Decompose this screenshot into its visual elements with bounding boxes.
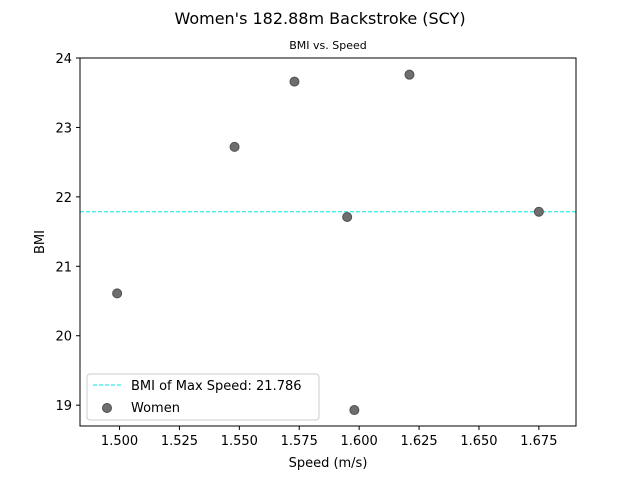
x-tick-label: 1.600 [341, 434, 378, 449]
data-point [533, 206, 544, 217]
y-axis-label: BMI [33, 230, 48, 254]
x-tick-label: 1.500 [101, 434, 138, 449]
y-tick-label: 20 [55, 330, 72, 345]
data-point [349, 405, 360, 416]
y-tick-label: 24 [55, 52, 72, 67]
data-point [229, 141, 240, 152]
x-tick-label: 1.575 [281, 434, 318, 449]
data-point [112, 288, 123, 299]
plot-frame [79, 57, 577, 427]
x-tick-label: 1.675 [520, 434, 557, 449]
x-axis-label: Speed (m/s) [289, 456, 368, 471]
plot-area: 1.500 1.525 1.550 1.575 1.600 1.625 1.650 1.675… [55, 52, 576, 449]
legend-women-swatch [102, 403, 112, 413]
legend: BMI of Max Speed: 21.786 Women [86, 373, 320, 421]
y-tick-label: 21 [55, 260, 72, 275]
x-tick-label: 1.650 [460, 434, 497, 449]
data-point [289, 76, 300, 87]
legend-women-label: Women [131, 401, 180, 416]
y-tick-label: 19 [55, 399, 72, 414]
chart-subtitle: BMI vs. Speed [289, 39, 367, 52]
data-point [342, 212, 353, 223]
data-point [404, 69, 415, 80]
legend-reference-label: BMI of Max Speed: 21.786 [131, 379, 302, 394]
y-tick-label: 22 [55, 191, 72, 206]
x-tick-label: 1.525 [161, 434, 198, 449]
x-tick-label: 1.550 [221, 434, 258, 449]
chart-title: Women's 182.88m Backstroke (SCY) [174, 9, 465, 28]
x-tick-label: 1.625 [400, 434, 437, 449]
legend-box [86, 373, 320, 421]
y-tick-label: 23 [55, 121, 72, 136]
